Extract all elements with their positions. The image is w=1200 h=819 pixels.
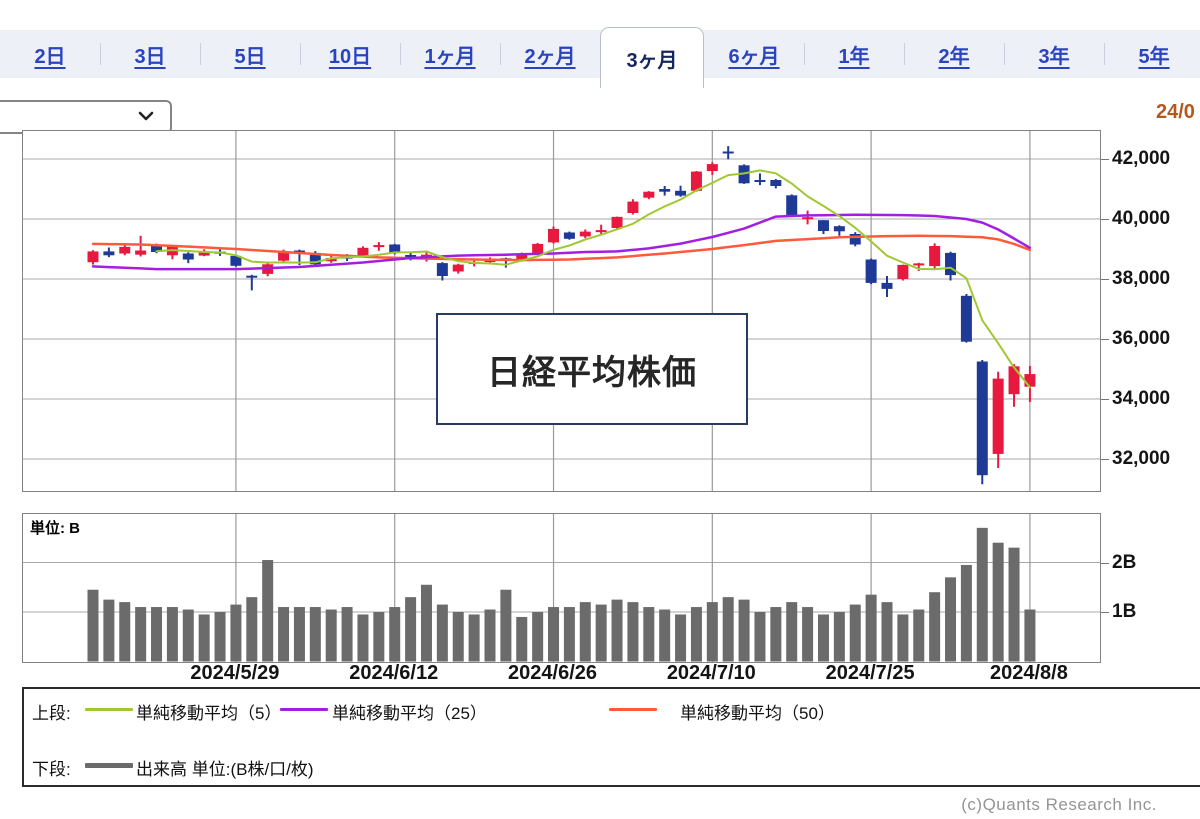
latest-date-label: 24/0	[1156, 101, 1195, 123]
price-tick-mark	[1101, 219, 1109, 220]
chart-type-dropdown[interactable]	[0, 100, 172, 134]
price-axis-label: 34,000	[1112, 388, 1171, 409]
tab-3d[interactable]: 3日	[100, 30, 200, 78]
legend-upper-label: 上段:	[32, 704, 71, 723]
tab-2y[interactable]: 2年	[904, 30, 1004, 78]
sma5-legend-swatch	[85, 708, 133, 711]
volume-tick-mark	[1101, 612, 1109, 613]
sma50-legend-swatch	[609, 708, 657, 711]
price-tick-mark	[1101, 159, 1109, 160]
tab-1y[interactable]: 1年	[804, 30, 904, 78]
copyright-text: (c)Quants Research Inc.	[961, 795, 1157, 814]
price-tick-mark	[1101, 339, 1109, 340]
tab-1m[interactable]: 1ヶ月	[400, 30, 500, 78]
tab-5y[interactable]: 5年	[1104, 30, 1200, 78]
x-axis-date-label: 2024/6/12	[349, 662, 439, 684]
price-axis-label: 38,000	[1112, 268, 1171, 289]
tab-6m[interactable]: 6ヶ月	[728, 45, 780, 68]
tab-3m[interactable]: 3ヶ月	[600, 27, 704, 88]
tab-2m[interactable]: 2ヶ月	[500, 30, 600, 78]
sma50-legend-label: 単純移動平均（50）	[680, 704, 835, 723]
price-tick-mark	[1101, 459, 1109, 460]
price-axis-label: 40,000	[1112, 208, 1171, 229]
volume-axis-label: 2B	[1112, 551, 1137, 573]
volume-chart	[22, 513, 1101, 663]
tab-10d[interactable]: 10日	[300, 30, 400, 78]
sma5-legend-label: 単純移動平均（5）	[136, 704, 282, 723]
x-axis-date-label: 2024/6/26	[508, 662, 597, 684]
price-axis-label: 36,000	[1112, 328, 1171, 349]
x-axis-date-label: 2024/8/8	[989, 662, 1068, 684]
tab-2d[interactable]: 2日	[34, 45, 66, 68]
price-chart	[22, 130, 1101, 492]
x-axis-date-label: 2024/7/25	[825, 662, 915, 684]
chart-title: 日経平均株価	[487, 353, 697, 392]
price-tick-mark	[1101, 279, 1109, 280]
price-tick-mark	[1101, 399, 1109, 400]
tab-5d[interactable]: 5日	[200, 30, 300, 78]
x-axis-date-label: 2024/7/10	[666, 662, 756, 684]
sma25-legend-label: 単純移動平均（25）	[332, 704, 487, 723]
volume-tick-mark	[1101, 562, 1109, 564]
volume-legend-swatch	[85, 763, 133, 768]
chart-title-box: 日経平均株価	[436, 313, 748, 425]
legend-box: 上段: 単純移動平均（5） 単純移動平均（25） 単純移動平均（50） 下段: …	[22, 687, 1200, 787]
legend-lower-label: 下段:	[32, 760, 71, 779]
price-axis-label: 32,000	[1112, 448, 1171, 469]
period-tab-bar: 2日 3日 5日 10日 1ヶ月 2ヶ月 3ヶ月 6ヶ月 1年 2年 3年 5年	[0, 27, 1200, 88]
chevron-down-icon	[138, 111, 154, 121]
tab-3y[interactable]: 3年	[1004, 30, 1104, 78]
price-axis-label: 42,000	[1112, 148, 1171, 169]
volume-unit-label: 単位: B	[30, 520, 80, 537]
sma25-legend-swatch	[280, 708, 328, 711]
volume-legend-label: 出来高 単位:(B株/口/枚)	[136, 760, 314, 779]
volume-axis-label: 1B	[1112, 601, 1137, 622]
x-axis-date-label: 2024/5/29	[190, 662, 280, 684]
